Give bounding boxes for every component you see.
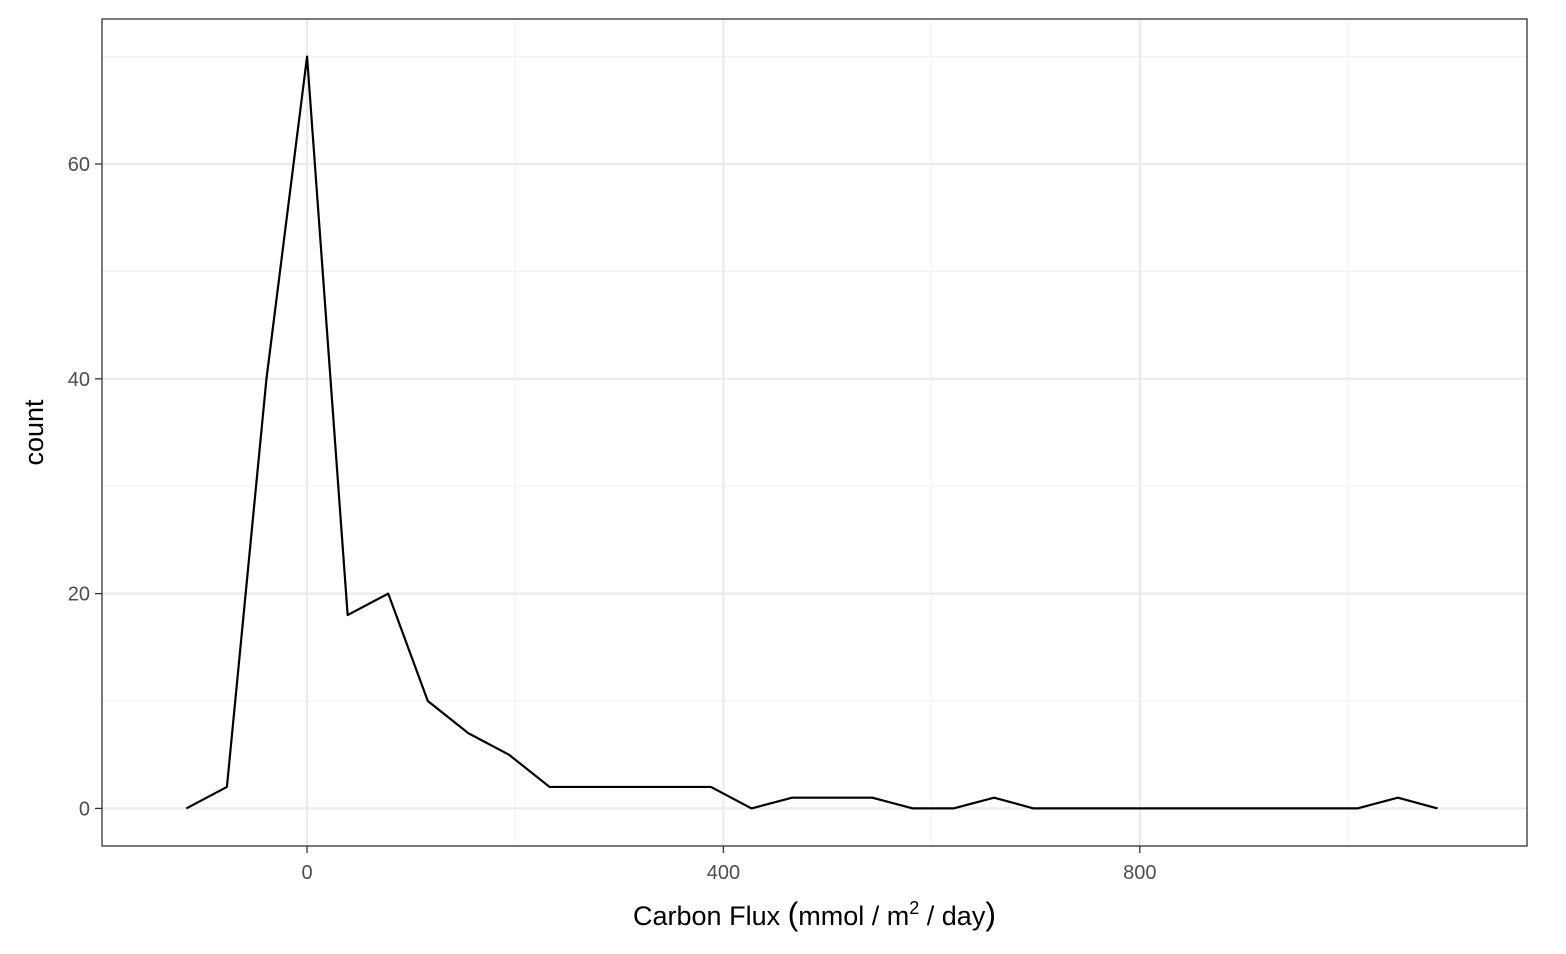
y-tick-label: 0 (79, 798, 90, 820)
y-tick-label: 40 (68, 369, 90, 391)
y-tick-label: 60 (68, 154, 90, 176)
x-tick-label: 400 (707, 862, 740, 884)
x-axis-unit-open-paren: ( (788, 896, 799, 932)
x-axis-unit-base: mmol / m (798, 901, 909, 931)
major-gridlines (102, 19, 1527, 846)
y-axis-title: count (19, 399, 49, 466)
x-tick-label: 0 (301, 862, 312, 884)
x-axis: 0 400 800 (301, 846, 1156, 884)
x-axis-unit-superscript: 2 (909, 898, 919, 918)
series-line (185, 55, 1438, 810)
x-tick-label: 800 (1123, 862, 1156, 884)
y-axis: 0 20 40 60 (68, 154, 102, 820)
minor-gridlines (102, 19, 1527, 846)
panel-border (101, 18, 1528, 847)
series-layer (185, 55, 1438, 810)
y-tick-label: 20 (68, 584, 90, 606)
x-axis-unit-tail: / day (919, 901, 986, 931)
x-axis-title-text: Carbon Flux (633, 901, 781, 931)
x-axis-title: Carbon Flux (mmol / m2 / day) (633, 896, 996, 932)
x-axis-unit-close-paren: ) (985, 896, 996, 932)
